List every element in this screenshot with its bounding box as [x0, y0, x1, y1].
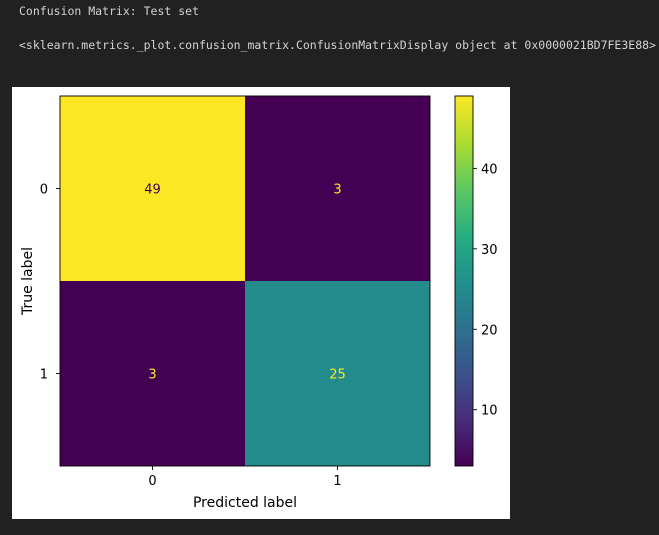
y-tick-label: 0 — [40, 183, 48, 198]
heatmap-cells — [60, 96, 430, 466]
heatmap-cell — [60, 281, 245, 466]
cell-value-label: 3 — [148, 368, 156, 383]
cell-output-title: Confusion Matrix: Test set — [19, 4, 200, 18]
cell-value-label: 3 — [333, 183, 341, 198]
y-axis: 01 — [40, 183, 60, 383]
colorbar-tick-label: 40 — [481, 162, 498, 177]
x-tick-label: 1 — [333, 474, 341, 489]
cell-value-labels: 49 3 3 25 — [144, 183, 346, 383]
colorbar-tick-label: 30 — [481, 243, 498, 258]
heatmap-cell — [60, 96, 245, 281]
cell-value-label: 25 — [329, 368, 346, 383]
colorbar-frame — [454, 95, 474, 467]
heatmap-cell — [245, 281, 430, 466]
cell-output-object-repr: <sklearn.metrics._plot.confusion_matrix.… — [19, 38, 656, 52]
colorbar-tick-label: 10 — [481, 404, 498, 419]
x-axis-label: Predicted label — [193, 495, 297, 511]
y-tick-label: 1 — [40, 368, 48, 383]
colorbar-tick-label: 20 — [481, 323, 498, 338]
y-axis-label: True label — [20, 247, 36, 316]
colorbar-ticks: 10 20 30 40 — [473, 162, 498, 419]
heatmap-cell — [245, 96, 430, 281]
colorbar — [455, 96, 473, 466]
x-tick-label: 0 — [148, 474, 156, 489]
heatmap-frame — [59, 95, 431, 467]
cell-value-label: 49 — [144, 183, 161, 198]
